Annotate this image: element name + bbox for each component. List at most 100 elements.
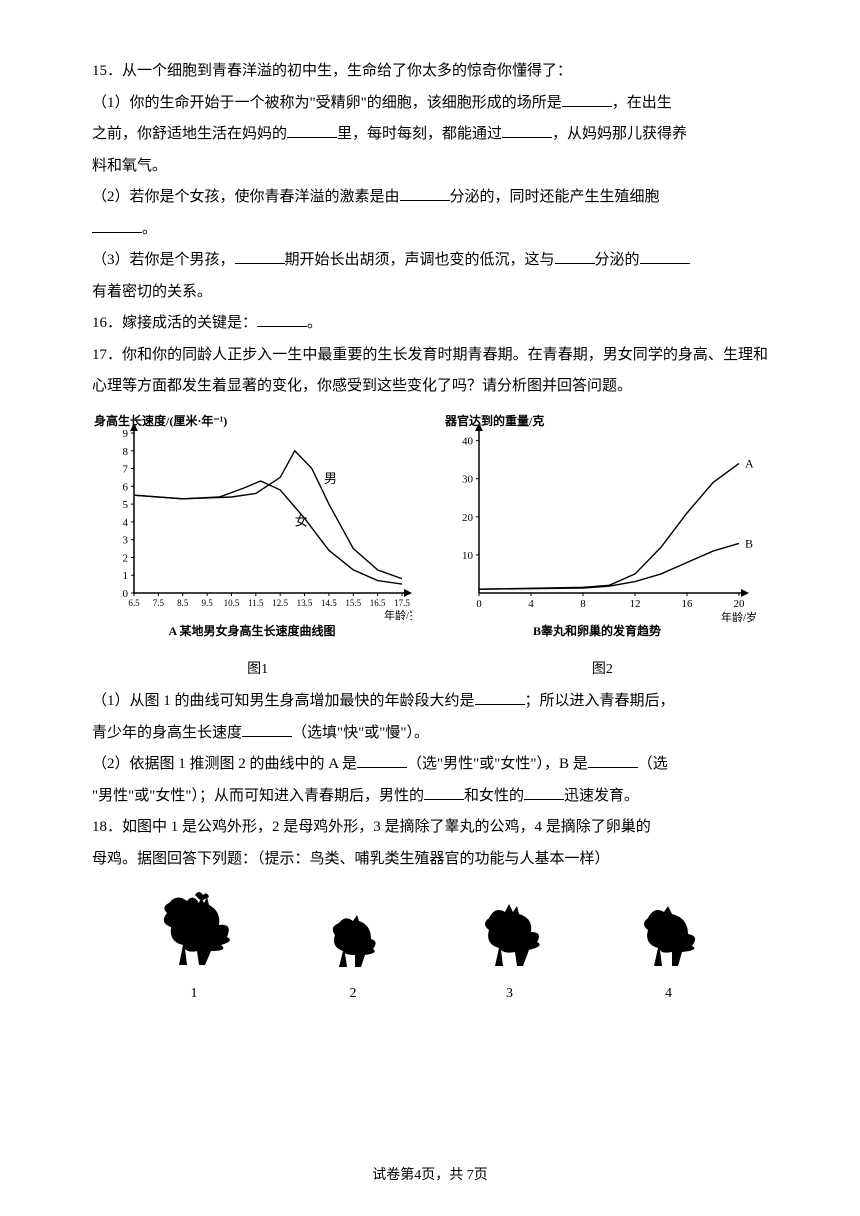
q17-p1-line2: 青少年的身高生长速度 （选填"快"或"慢"）。 xyxy=(92,718,768,750)
blank xyxy=(562,90,612,107)
svg-text:30: 30 xyxy=(462,473,474,485)
svg-text:1: 1 xyxy=(123,570,129,582)
blank xyxy=(257,311,307,328)
q15-p3d: 有着密切的关系。 xyxy=(92,277,768,309)
chart1-sub: 图1 xyxy=(92,655,423,684)
q15-p2-line2: 。 xyxy=(92,214,768,246)
q15-p3b: 期开始长出胡须，声调也变的低沉，这与 xyxy=(285,252,555,268)
q15-p2a: （2）若你是个女孩，使你青春洋溢的激素是由 xyxy=(92,189,400,205)
svg-text:2: 2 xyxy=(123,552,129,564)
blank xyxy=(287,122,337,139)
svg-text:年龄/岁: 年龄/岁 xyxy=(721,610,757,624)
q16: 16．嫁接成活的关键是： 。 xyxy=(92,308,768,340)
q17-p1c: 青少年的身高生长速度 xyxy=(92,725,242,741)
q15-intro: 15．从一个细胞到青春洋溢的初中生，生命给了你太多的惊奇你懂得了： xyxy=(92,56,768,88)
q15-p1: （1）你的生命开始于一个被称为"受精卵"的细胞，该细胞形成的场所是，在出生 xyxy=(92,88,768,120)
q17-p2-line2: "男性"或"女性"）；从而可知进入青春期后，男性的和女性的迅速发育。 xyxy=(92,781,768,813)
svg-text:4: 4 xyxy=(123,516,129,528)
q15-p1b: ，在出生 xyxy=(612,95,672,111)
blank xyxy=(357,752,407,769)
svg-text:男: 男 xyxy=(324,470,337,485)
svg-text:器官达到的重量/克: 器官达到的重量/克 xyxy=(444,413,544,428)
q17-p1b: ；所以进入青春期后， xyxy=(525,693,675,709)
svg-text:17.5: 17.5 xyxy=(394,598,410,608)
q17-p2a: （2）依据图 1 推测图 2 的曲线中的 A 是 xyxy=(92,756,357,772)
svg-text:10: 10 xyxy=(462,549,474,561)
svg-text:16.5: 16.5 xyxy=(370,598,386,608)
q17-p2d: "男性"或"女性"）；从而可知进入青春期后，男性的 xyxy=(92,788,424,804)
chart1-svg: 身高生长速度/(厘米·年⁻¹)01234567896.57.58.59.510.… xyxy=(92,411,412,641)
q18-b: 母鸡。据图回答下列题：（提示：鸟类、哺乳类生殖器官的功能与人基本一样） xyxy=(92,844,768,876)
q17-p1: （1）从图 1 的曲线可知男生身高增加最快的年龄段大约是 ；所以进入青春期后， xyxy=(92,686,768,718)
svg-text:B睾丸和卵巢的发育趋势: B睾丸和卵巢的发育趋势 xyxy=(533,623,661,638)
hen-alt-icon xyxy=(626,892,711,977)
charts-row: 身高生长速度/(厘米·年⁻¹)01234567896.57.58.59.510.… xyxy=(92,411,768,685)
q15-p2c: 。 xyxy=(142,221,157,237)
q15-p2: （2）若你是个女孩，使你青春洋溢的激素是由 分泌的，同时还能产生生殖细胞 xyxy=(92,182,768,214)
q18-a: 18．如图中 1 是公鸡外形，2 是母鸡外形，3 是摘除了睾丸的公鸡，4 是摘除… xyxy=(92,812,768,844)
blank xyxy=(588,752,638,769)
chart-2: 器官达到的重量/克10203040048121620年龄/岁ABB睾丸和卵巢的发… xyxy=(437,411,768,685)
chicken-row: 1 2 3 4 xyxy=(112,887,748,1008)
svg-text:12: 12 xyxy=(629,598,640,610)
svg-text:16: 16 xyxy=(681,598,693,610)
q17-p1a: （1）从图 1 的曲线可知男生身高增加最快的年龄段大约是 xyxy=(92,693,475,709)
svg-text:9.5: 9.5 xyxy=(201,598,213,608)
q15-p1-line2: 之前，你舒适地生活在妈妈的里，每时每刻，都能通过，从妈妈那儿获得养 xyxy=(92,119,768,151)
svg-text:年龄/岁: 年龄/岁 xyxy=(384,608,412,622)
svg-text:5: 5 xyxy=(123,499,129,511)
svg-text:14.5: 14.5 xyxy=(321,598,337,608)
q15-p1f: 料和氧气。 xyxy=(92,151,768,183)
svg-text:15.5: 15.5 xyxy=(345,598,361,608)
rooster-icon xyxy=(149,887,239,977)
svg-text:女: 女 xyxy=(295,513,308,528)
q16-a: 16．嫁接成活的关键是： xyxy=(92,315,257,331)
svg-text:A: A xyxy=(745,456,754,470)
q15-p3a: （3）若你是个男孩， xyxy=(92,252,235,268)
blank xyxy=(235,248,285,265)
svg-text:9: 9 xyxy=(123,428,129,440)
rooster-alt-icon xyxy=(467,892,552,977)
q17-p2b: （选"男性"或"女性"），B 是 xyxy=(407,756,588,772)
q17-intro: 17．你和你的同龄人正步入一生中最重要的生长发育时期青春期。在青春期，男女同学的… xyxy=(92,340,768,403)
hen-icon xyxy=(313,897,393,977)
svg-text:6: 6 xyxy=(123,481,129,493)
svg-text:12.5: 12.5 xyxy=(272,598,288,608)
blank xyxy=(92,216,142,233)
q15-p2b: 分泌的，同时还能产生生殖细胞 xyxy=(450,189,660,205)
svg-text:0: 0 xyxy=(476,598,482,610)
chicken-4: 4 xyxy=(626,892,711,1008)
q15-p3: （3）若你是个男孩，期开始长出胡须，声调也变的低沉，这与分泌的 xyxy=(92,245,768,277)
svg-text:8: 8 xyxy=(580,598,586,610)
chicken-1: 1 xyxy=(149,887,239,1008)
blank xyxy=(424,783,464,800)
q17-p1d: （选填"快"或"慢"）。 xyxy=(292,725,429,741)
chart2-svg: 器官达到的重量/克10203040048121620年龄/岁ABB睾丸和卵巢的发… xyxy=(437,411,757,641)
chicken-3: 3 xyxy=(467,892,552,1008)
q16-b: 。 xyxy=(307,315,322,331)
svg-text:B: B xyxy=(745,536,753,550)
svg-text:20: 20 xyxy=(462,511,474,523)
chart2-sub: 图2 xyxy=(437,655,768,684)
chicken-2: 2 xyxy=(313,897,393,1008)
svg-text:13.5: 13.5 xyxy=(297,598,313,608)
blank xyxy=(502,122,552,139)
svg-text:40: 40 xyxy=(462,435,474,447)
chart-1: 身高生长速度/(厘米·年⁻¹)01234567896.57.58.59.510.… xyxy=(92,411,423,685)
q15-p1d: 里，每时每刻，都能通过 xyxy=(337,126,502,142)
blank xyxy=(640,248,690,265)
page-footer: 试卷第4页，共 7页 xyxy=(0,1161,860,1190)
q17-p2c: （选 xyxy=(638,756,668,772)
chick-num-3: 3 xyxy=(506,979,513,1008)
blank xyxy=(242,720,292,737)
blank xyxy=(555,248,595,265)
svg-text:20: 20 xyxy=(733,598,745,610)
q17-p2f: 迅速发育。 xyxy=(564,788,639,804)
q17-p2: （2）依据图 1 推测图 2 的曲线中的 A 是 （选"男性"或"女性"），B 是… xyxy=(92,749,768,781)
chick-num-2: 2 xyxy=(350,979,357,1008)
chick-num-4: 4 xyxy=(665,979,672,1008)
svg-text:A 某地男女身高生长速度曲线图: A 某地男女身高生长速度曲线图 xyxy=(168,623,335,638)
svg-text:8.5: 8.5 xyxy=(177,598,189,608)
blank xyxy=(475,689,525,706)
blank xyxy=(400,185,450,202)
